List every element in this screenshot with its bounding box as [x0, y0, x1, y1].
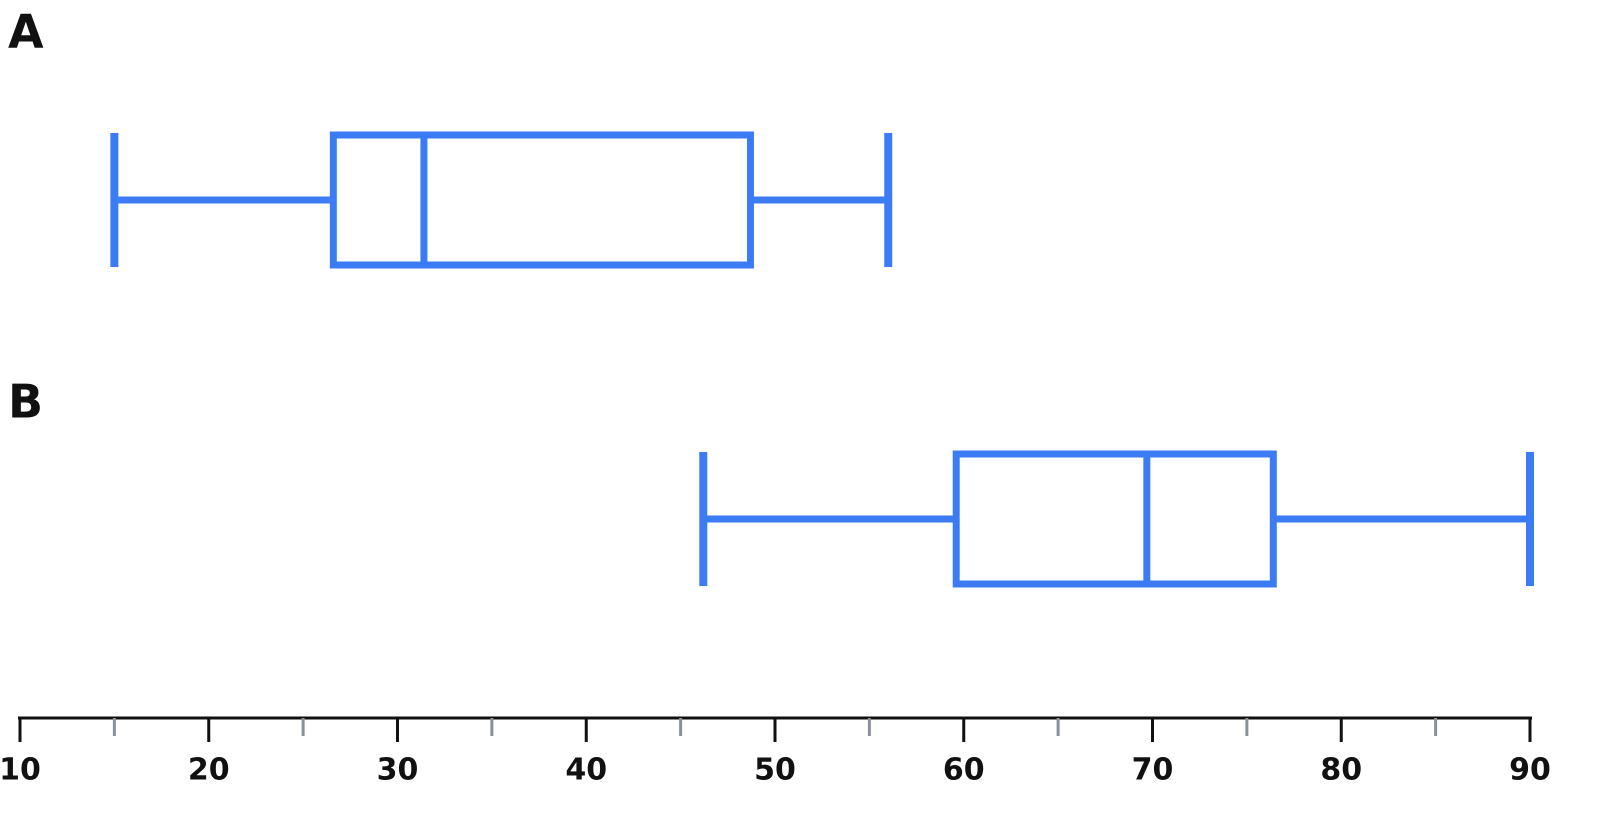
- x-tick-label: 60: [943, 753, 985, 788]
- x-tick-label: 70: [1132, 753, 1174, 788]
- box: [329, 131, 754, 269]
- x-tick-label: 50: [754, 753, 796, 788]
- group-label: A: [8, 5, 44, 59]
- x-tick-label: 10: [0, 753, 41, 788]
- x-tick-label: 90: [1509, 753, 1551, 788]
- x-tick-label: 20: [188, 753, 230, 788]
- x-tick-label: 80: [1320, 753, 1362, 788]
- box: [952, 450, 1277, 588]
- group-label: B: [8, 375, 43, 429]
- x-tick-label: 30: [377, 753, 419, 788]
- x-tick-label: 40: [565, 753, 607, 788]
